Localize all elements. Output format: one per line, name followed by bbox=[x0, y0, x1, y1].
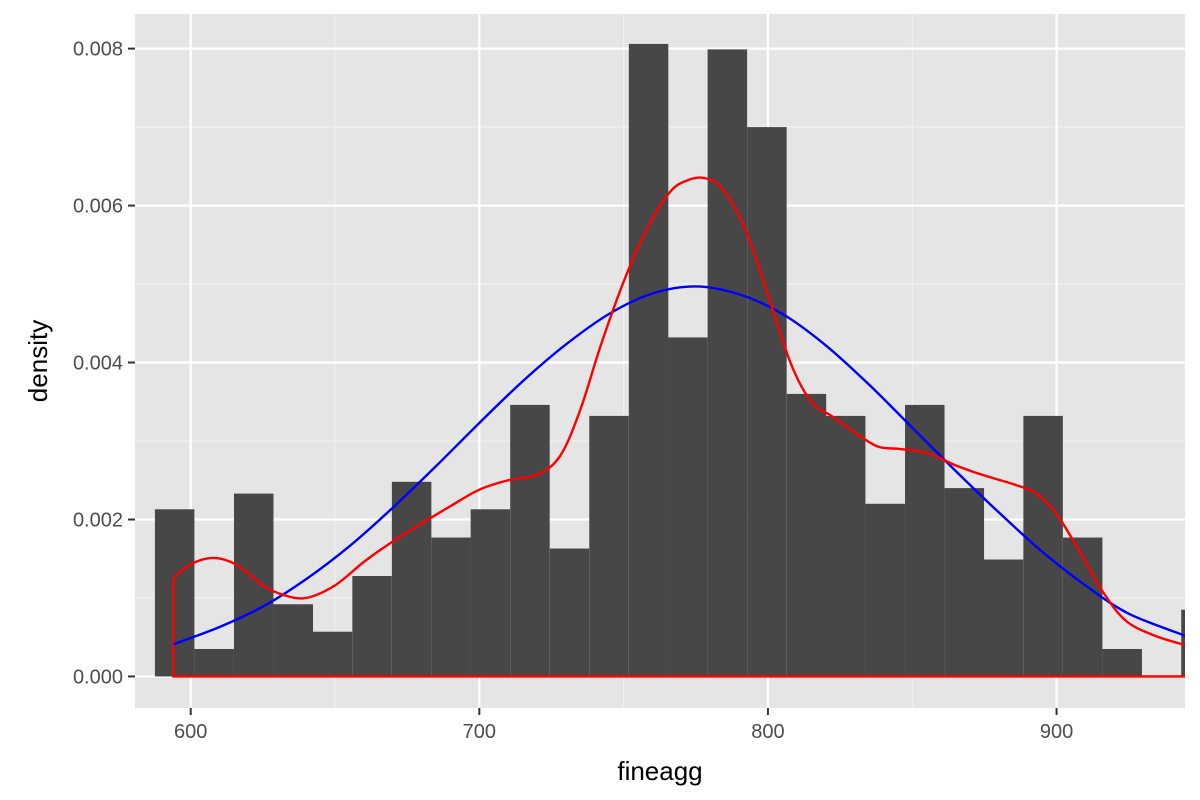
histogram-bar bbox=[1181, 609, 1185, 677]
y-axis-title: density bbox=[23, 320, 53, 402]
histogram-bar bbox=[312, 631, 353, 677]
histogram-bar bbox=[510, 404, 550, 677]
histogram-bar bbox=[905, 404, 945, 677]
histogram-bar bbox=[786, 393, 827, 677]
histogram-bar bbox=[1102, 648, 1142, 677]
y-tick-label: 0.002 bbox=[73, 509, 123, 531]
x-tick-label: 900 bbox=[1040, 721, 1073, 743]
histogram-bar bbox=[154, 509, 195, 677]
y-tick-labels: 0.000 0.002 0.004 0.006 0.008 bbox=[73, 39, 123, 689]
histogram-bar bbox=[944, 488, 985, 677]
histogram-bar bbox=[707, 49, 748, 677]
density-curves bbox=[172, 176, 1185, 678]
histogram-bar bbox=[391, 481, 432, 677]
y-tick-label: 0.000 bbox=[73, 666, 123, 688]
histogram-bar bbox=[352, 575, 392, 677]
x-tick-label: 600 bbox=[174, 721, 207, 743]
histogram-bar bbox=[668, 337, 708, 677]
x-tick-label: 700 bbox=[463, 721, 496, 743]
histogram-bar bbox=[628, 43, 669, 677]
y-tick-label: 0.008 bbox=[73, 39, 123, 61]
y-tick-label: 0.004 bbox=[73, 353, 123, 375]
x-tick-label: 800 bbox=[751, 721, 784, 743]
x-axis-title: fineagg bbox=[617, 756, 702, 786]
axis-ticks bbox=[128, 47, 1058, 715]
histogram-bar bbox=[983, 559, 1024, 677]
histogram-bar bbox=[194, 648, 234, 677]
histogram-bars bbox=[154, 43, 1185, 677]
histogram-bar bbox=[273, 604, 314, 677]
y-tick-label: 0.006 bbox=[73, 196, 123, 218]
histogram-bar bbox=[470, 509, 511, 677]
histogram-bar bbox=[233, 493, 274, 677]
histogram-bar bbox=[825, 415, 866, 677]
histogram-bar bbox=[1062, 537, 1103, 677]
histogram-bar bbox=[589, 415, 629, 677]
x-tick-labels: 600 700 800 900 bbox=[174, 721, 1073, 743]
density-baseline bbox=[172, 578, 1185, 678]
normal-density-curve bbox=[172, 285, 1185, 646]
histogram-bar bbox=[1023, 415, 1063, 677]
histogram-bar bbox=[549, 548, 590, 677]
histogram-bar bbox=[747, 127, 787, 677]
histogram-bar bbox=[865, 503, 905, 677]
kernel-density-curve bbox=[172, 176, 1185, 647]
histogram-bar bbox=[431, 537, 471, 677]
